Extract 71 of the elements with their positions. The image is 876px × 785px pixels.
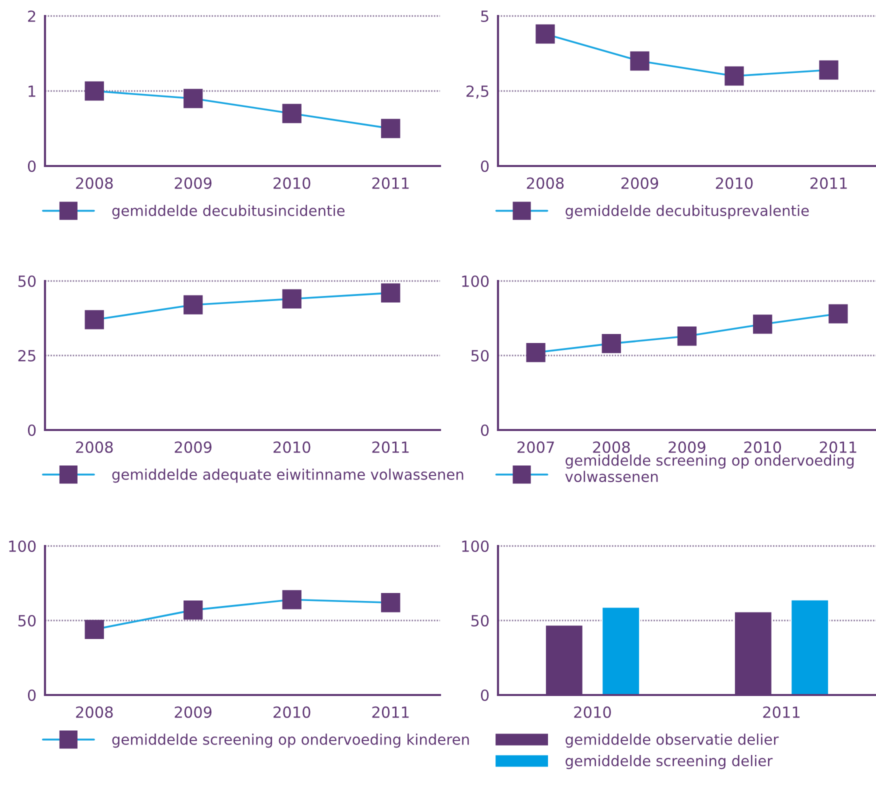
y-tick-label: 0 bbox=[480, 424, 489, 436]
x-tick-label: 2011 bbox=[372, 441, 409, 453]
legend-label: gemiddelde screening op ondervoeding kinderen bbox=[112, 734, 469, 748]
y-tick-label: 100 bbox=[462, 275, 489, 288]
x-tick-label: 2010 bbox=[574, 706, 611, 718]
y-tick-label: 100 bbox=[462, 540, 489, 552]
point bbox=[724, 66, 744, 86]
point bbox=[536, 24, 555, 44]
point bbox=[630, 51, 650, 71]
point bbox=[828, 304, 848, 324]
y-tick-label: 50 bbox=[471, 614, 489, 627]
point bbox=[602, 334, 621, 354]
y-tick-label: 100 bbox=[9, 540, 36, 552]
x-tick-label: 2008 bbox=[76, 177, 113, 189]
point bbox=[84, 620, 104, 640]
legend-label: gemiddelde screening op ondervoeding volwassenen bbox=[565, 454, 854, 482]
legend-label: gemiddelde decubitusprevalentie bbox=[566, 204, 809, 219]
x-tick-label: 2008 bbox=[593, 441, 630, 453]
x-tick-label: 2008 bbox=[526, 177, 564, 189]
point bbox=[184, 88, 203, 108]
legend-label: gemiddelde adequate eiwitinname volwassenen bbox=[112, 468, 464, 483]
x-tick-label: 2011 bbox=[372, 177, 409, 189]
point bbox=[677, 326, 697, 346]
x-tick-label: 2011 bbox=[820, 441, 856, 453]
point bbox=[282, 289, 302, 308]
y-tick-label: 25 bbox=[18, 350, 36, 362]
y-tick-label: 50 bbox=[18, 614, 36, 627]
y-tick-label: 1 bbox=[28, 86, 36, 97]
x-tick-label: 2009 bbox=[621, 177, 658, 189]
y-tick-label: 5 bbox=[481, 10, 488, 22]
y-tick-label: 0 bbox=[28, 689, 36, 702]
x-tick-label: 2010 bbox=[716, 177, 753, 189]
x-tick-label: 2011 bbox=[372, 706, 409, 718]
y-tick-label: 0 bbox=[28, 160, 36, 172]
point bbox=[84, 310, 104, 330]
point bbox=[282, 104, 302, 124]
x-tick-label: 2010 bbox=[274, 177, 310, 189]
point bbox=[381, 118, 400, 138]
point bbox=[282, 590, 302, 610]
legend-label: gemiddelde decubitusincidentie bbox=[112, 204, 345, 219]
x-tick-label: 2010 bbox=[274, 706, 310, 718]
point bbox=[381, 283, 400, 302]
x-tick-label: 2009 bbox=[174, 706, 212, 718]
point bbox=[753, 314, 772, 334]
point bbox=[381, 593, 400, 612]
x-tick-label: 2009 bbox=[174, 441, 212, 453]
x-tick-label: 2010 bbox=[274, 441, 310, 453]
point bbox=[84, 81, 104, 101]
y-tick-label: 2,5 bbox=[466, 85, 488, 99]
y-tick-label: 0 bbox=[28, 424, 36, 436]
x-tick-label: 2011 bbox=[763, 706, 800, 718]
x-tick-label: 2008 bbox=[76, 706, 113, 718]
point bbox=[819, 60, 838, 80]
x-tick-label: 2010 bbox=[744, 441, 782, 453]
y-tick-label: 2 bbox=[28, 10, 36, 22]
bar bbox=[601, 606, 640, 695]
x-tick-label: 2011 bbox=[810, 177, 847, 189]
y-tick-label: 0 bbox=[480, 689, 489, 702]
point bbox=[526, 342, 546, 362]
point bbox=[184, 295, 203, 314]
y-tick-label: 50 bbox=[18, 275, 36, 288]
x-tick-label: 2007 bbox=[517, 441, 554, 453]
y-tick-label: 50 bbox=[471, 350, 489, 362]
bar bbox=[790, 598, 830, 695]
x-tick-label: 2009 bbox=[668, 441, 706, 453]
legend-label: gemiddelde screening delier bbox=[566, 755, 773, 770]
x-tick-label: 2008 bbox=[76, 441, 113, 453]
legend-label: gemiddelde observatie delier bbox=[566, 734, 779, 748]
point bbox=[184, 600, 203, 620]
x-tick-label: 2009 bbox=[174, 177, 212, 189]
y-tick-label: 0 bbox=[480, 160, 489, 172]
